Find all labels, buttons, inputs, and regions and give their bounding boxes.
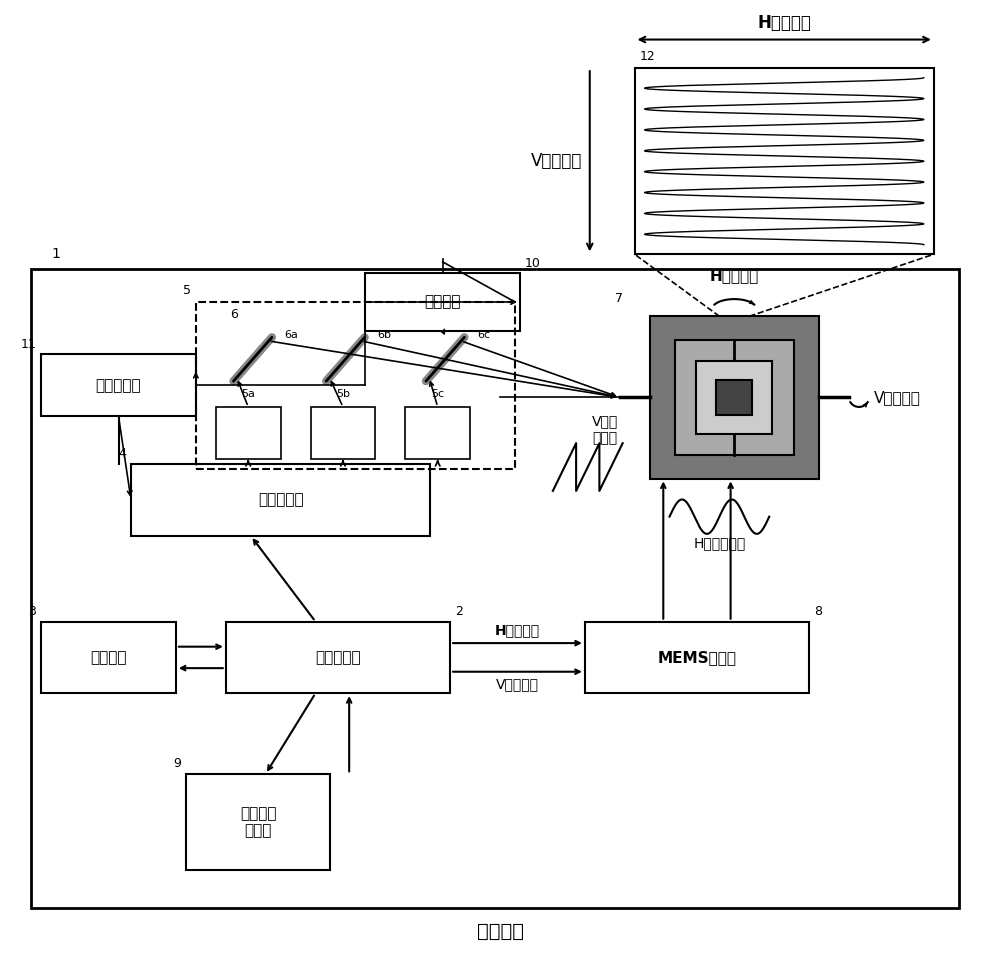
Text: 6a: 6a <box>285 330 298 340</box>
Text: 3: 3 <box>28 605 36 618</box>
FancyBboxPatch shape <box>675 340 794 455</box>
Text: V方向扫描: V方向扫描 <box>874 389 921 405</box>
FancyBboxPatch shape <box>226 622 450 693</box>
FancyBboxPatch shape <box>216 407 281 459</box>
FancyBboxPatch shape <box>635 68 934 255</box>
FancyBboxPatch shape <box>131 464 430 536</box>
Text: 9: 9 <box>173 758 181 770</box>
Text: 12: 12 <box>640 51 655 63</box>
Text: 5: 5 <box>183 284 191 298</box>
Text: 非易失性
存储器: 非易失性 存储器 <box>240 806 276 838</box>
FancyBboxPatch shape <box>311 407 375 459</box>
Text: 10: 10 <box>525 256 541 270</box>
FancyBboxPatch shape <box>585 622 809 693</box>
Text: 2: 2 <box>455 605 463 618</box>
FancyBboxPatch shape <box>186 774 330 870</box>
FancyBboxPatch shape <box>696 361 772 434</box>
Text: 影像信号: 影像信号 <box>477 923 524 942</box>
Text: 8: 8 <box>814 605 822 618</box>
Text: 温度传感器: 温度传感器 <box>96 378 141 393</box>
FancyBboxPatch shape <box>716 380 752 414</box>
Text: 6c: 6c <box>477 330 490 340</box>
Text: H方向扫描: H方向扫描 <box>757 14 811 32</box>
Text: V同步信号: V同步信号 <box>496 678 539 692</box>
Text: 帧存储器: 帧存储器 <box>90 650 127 665</box>
Text: V方向
锯齿波: V方向 锯齿波 <box>591 414 618 445</box>
Text: 5b: 5b <box>336 389 350 399</box>
Text: 1: 1 <box>51 247 60 261</box>
Text: 光传感器: 光传感器 <box>424 295 461 309</box>
Text: H同步信号: H同步信号 <box>495 623 540 637</box>
FancyBboxPatch shape <box>31 269 959 908</box>
FancyBboxPatch shape <box>650 316 819 478</box>
Text: V方向扫描: V方向扫描 <box>530 152 582 170</box>
FancyBboxPatch shape <box>41 622 176 693</box>
Text: MEMS驱动器: MEMS驱动器 <box>657 650 736 665</box>
Text: 激光驱动器: 激光驱动器 <box>258 493 303 507</box>
Text: H方向正弦波: H方向正弦波 <box>693 536 746 549</box>
Text: 5a: 5a <box>241 389 255 399</box>
Text: 7: 7 <box>615 292 623 305</box>
Text: 5c: 5c <box>431 389 444 399</box>
Text: 6b: 6b <box>377 330 391 340</box>
Text: 11: 11 <box>21 338 36 350</box>
Text: 6: 6 <box>230 308 238 321</box>
Text: H方向扫描: H方向扫描 <box>710 268 759 283</box>
Text: 4: 4 <box>118 447 126 460</box>
FancyBboxPatch shape <box>41 354 196 416</box>
FancyBboxPatch shape <box>405 407 470 459</box>
FancyBboxPatch shape <box>365 274 520 330</box>
Text: 图像处理部: 图像处理部 <box>315 650 361 665</box>
